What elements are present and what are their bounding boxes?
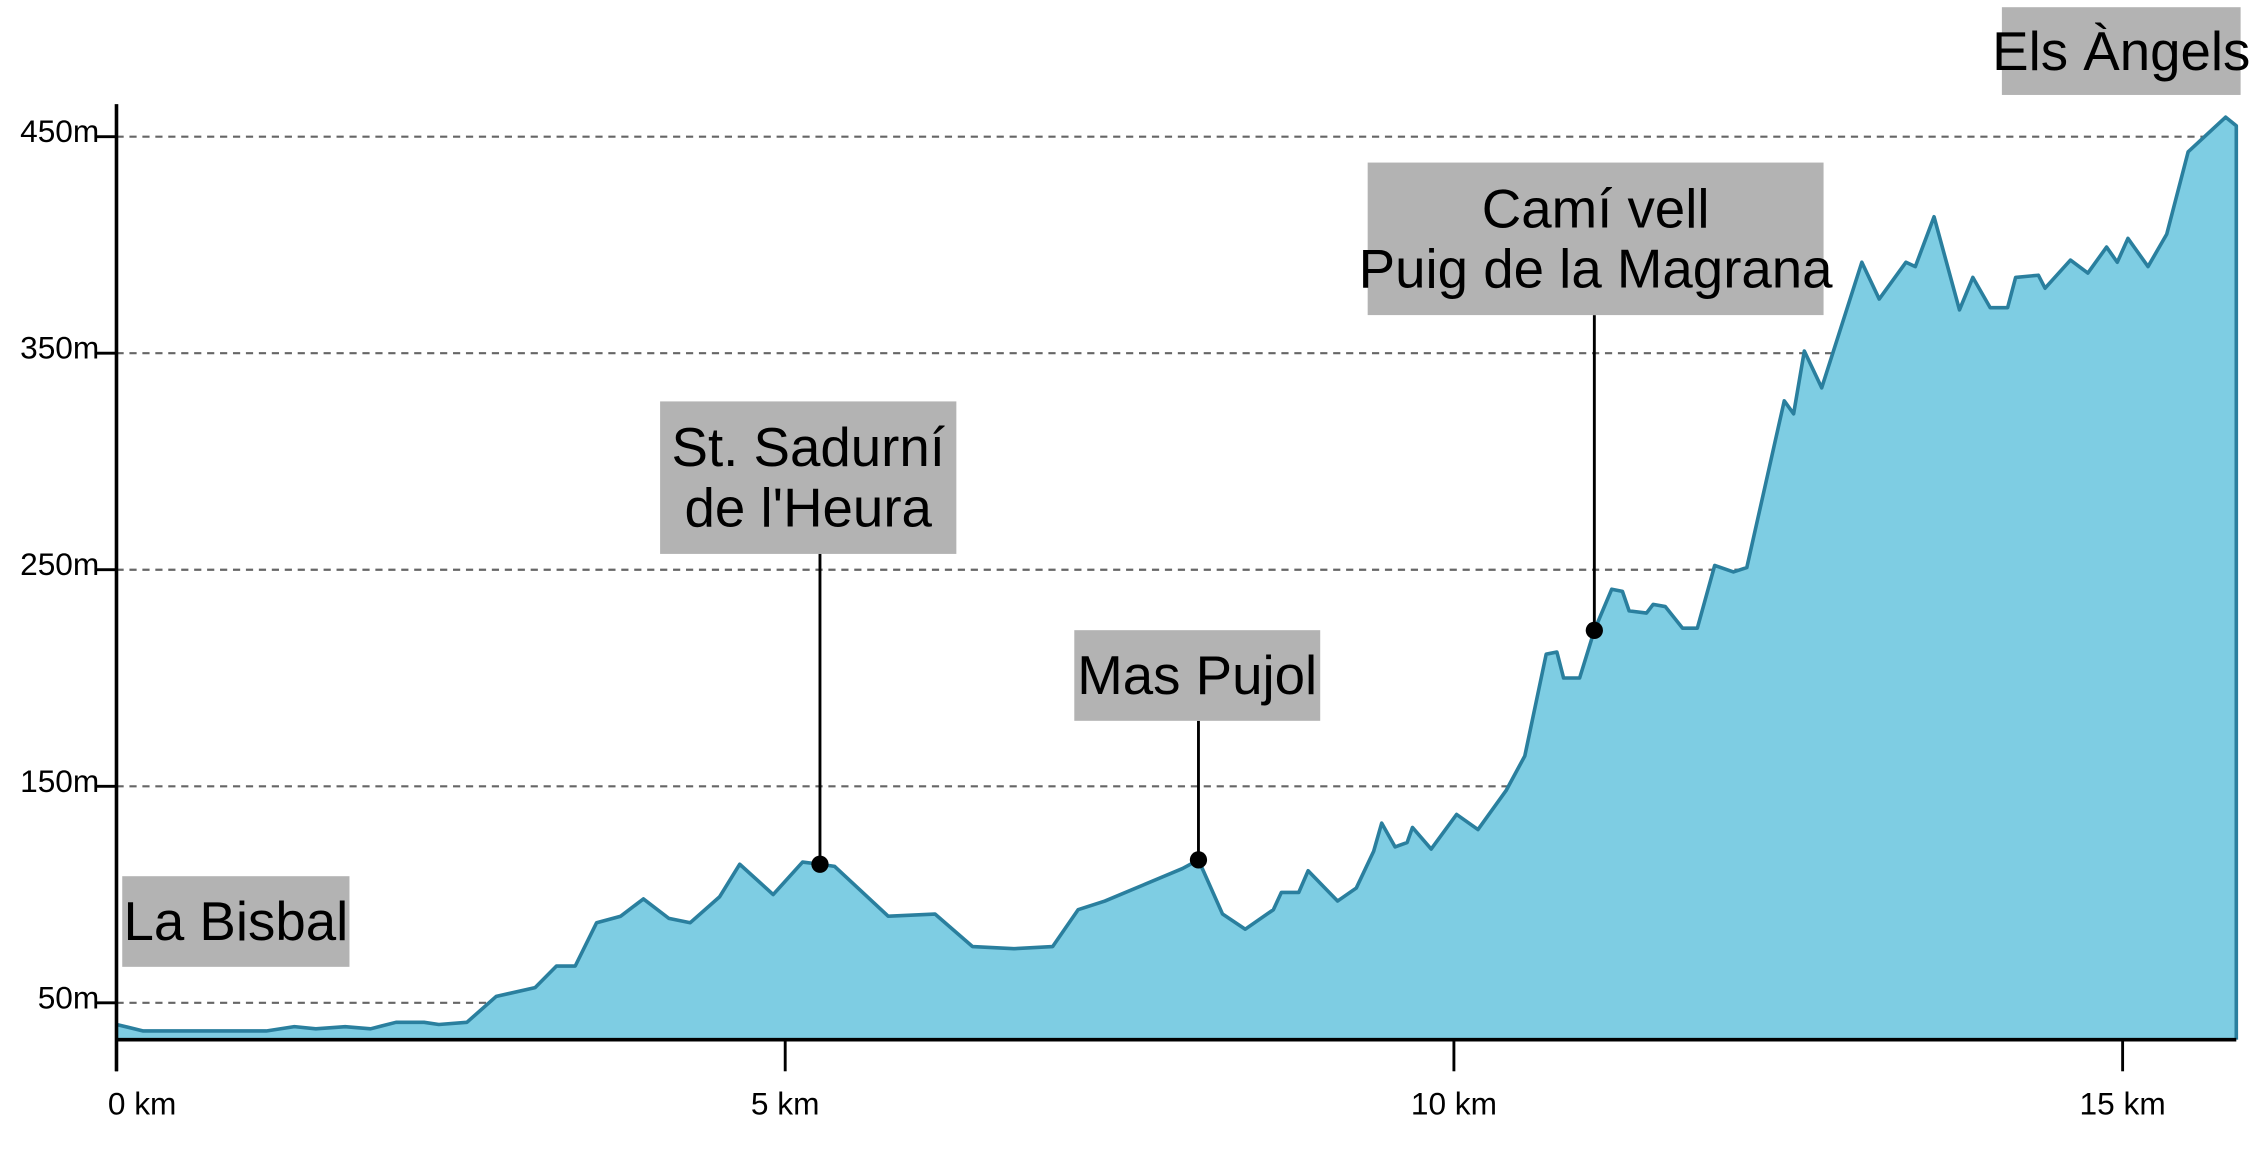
- annotation-text: de l'Heura: [685, 478, 933, 539]
- x-tick-label: 15 km: [2080, 1085, 2166, 1121]
- annotation-box: [660, 401, 957, 554]
- annotation-text: Camí vell: [1482, 178, 1710, 239]
- annotation-marker: [811, 855, 829, 873]
- annotation-box: [1367, 162, 1824, 316]
- y-tick-label: 150m: [20, 763, 99, 799]
- annotation-text: Mas Pujol: [1077, 645, 1317, 706]
- annotation-box: [122, 876, 350, 967]
- annotation-box: [2001, 7, 2241, 95]
- x-tick-label: 10 km: [1411, 1085, 1497, 1121]
- y-tick-label: 450m: [20, 113, 99, 149]
- x-tick-label: 5 km: [751, 1085, 820, 1121]
- annotation-text: St. Sadurní: [672, 417, 945, 478]
- elevation-area: [116, 117, 2237, 1040]
- annotation-text: Els Àngels: [1992, 21, 2250, 82]
- y-tick-label: 250m: [20, 546, 99, 582]
- y-tick-label: 350m: [20, 330, 99, 366]
- y-tick-label: 50m: [38, 979, 100, 1015]
- elevation-line: [116, 115, 2239, 1040]
- x-tick-label: 0 km: [108, 1085, 177, 1121]
- annotation-text: La Bisbal: [123, 891, 348, 952]
- annotation-text: Puig de la Magrana: [1359, 239, 1834, 300]
- annotation-marker: [1585, 621, 1603, 640]
- annotation-marker: [1189, 851, 1208, 869]
- annotation-box: [1074, 630, 1321, 721]
